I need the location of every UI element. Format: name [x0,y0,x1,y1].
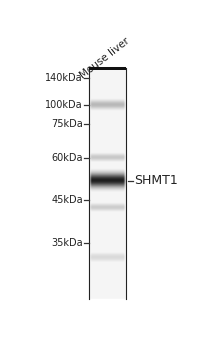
Text: SHMT1: SHMT1 [134,174,177,187]
Text: Mouse liver: Mouse liver [78,36,131,80]
Text: 100kDa: 100kDa [45,100,83,110]
Text: 45kDa: 45kDa [51,195,83,205]
Text: 140kDa: 140kDa [45,74,83,83]
Bar [89,67,126,70]
Text: 75kDa: 75kDa [51,119,83,129]
Text: 35kDa: 35kDa [51,238,83,248]
Text: 60kDa: 60kDa [51,153,83,163]
